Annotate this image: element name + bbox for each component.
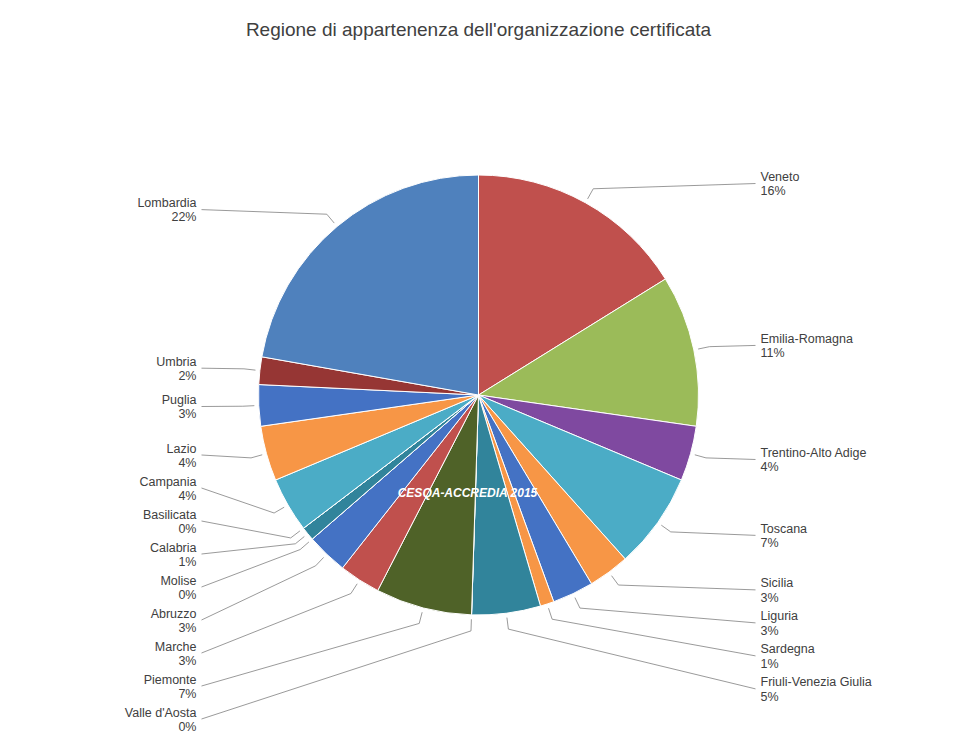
data-label: Calabria1% bbox=[150, 541, 197, 569]
label-category: Lombardia bbox=[137, 196, 196, 210]
leader-lines bbox=[202, 184, 756, 719]
label-category: Lazio bbox=[167, 442, 197, 456]
leader-line bbox=[202, 542, 309, 587]
label-category: Sicilia bbox=[761, 576, 794, 590]
label-category: Basilicata bbox=[143, 508, 197, 522]
leader-line bbox=[588, 184, 756, 199]
label-category: Campania bbox=[140, 475, 197, 489]
label-category: Emilia-Romagna bbox=[761, 332, 853, 346]
label-value: 0% bbox=[178, 588, 196, 602]
label-value: 5% bbox=[761, 690, 779, 704]
label-category: Sardegna bbox=[761, 642, 815, 656]
label-category: Toscana bbox=[761, 522, 808, 536]
label-value: 7% bbox=[761, 536, 779, 550]
label-value: 3% bbox=[178, 621, 196, 635]
annotation: CESQA-ACCREDIA 2015 bbox=[398, 486, 538, 500]
label-value: 4% bbox=[178, 456, 196, 470]
label-category: Calabria bbox=[150, 541, 197, 555]
label-category: Liguria bbox=[761, 609, 799, 623]
label-value: 0% bbox=[178, 522, 196, 536]
label-value: 11% bbox=[761, 346, 785, 360]
leader-line bbox=[549, 608, 756, 656]
leader-line bbox=[202, 584, 358, 653]
data-label: Abruzzo3% bbox=[151, 607, 197, 635]
label-value: 3% bbox=[761, 624, 779, 638]
label-category: Piemonte bbox=[144, 673, 197, 687]
label-value: 4% bbox=[178, 489, 196, 503]
data-label: Emilia-Romagna11% bbox=[761, 332, 853, 360]
label-category: Trentino-Alto Adige bbox=[761, 446, 867, 460]
data-label: Veneto16% bbox=[761, 170, 800, 198]
data-label: Friuli-Venezia Giulia5% bbox=[761, 675, 872, 703]
leader-line bbox=[202, 488, 285, 513]
data-label: Liguria3% bbox=[761, 609, 799, 637]
data-label: Campania4% bbox=[140, 475, 197, 503]
label-value: 7% bbox=[178, 687, 196, 701]
leader-line bbox=[202, 521, 300, 538]
chart-svg: Regione di appartenenza dell'organizzazi… bbox=[0, 0, 957, 741]
leader-line bbox=[661, 525, 755, 535]
leader-line bbox=[202, 405, 255, 407]
slices bbox=[259, 175, 699, 615]
leader-line bbox=[202, 557, 324, 620]
leader-line bbox=[202, 455, 263, 458]
data-label: Molise0% bbox=[160, 574, 196, 602]
label-category: Marche bbox=[155, 640, 197, 654]
leader-line bbox=[202, 536, 305, 554]
leader-line bbox=[507, 618, 756, 689]
data-labels: Veneto16% Emilia-Romagna11% Trentino-Alto … bbox=[125, 170, 872, 734]
data-label: Basilicata0% bbox=[143, 508, 197, 536]
label-value: 2% bbox=[178, 369, 196, 383]
title: Regione di appartenenza dell'organizzazi… bbox=[246, 19, 712, 40]
label-category: Valle d'Aosta bbox=[125, 706, 197, 720]
label-value: 0% bbox=[178, 720, 196, 734]
data-label: Sicilia3% bbox=[761, 576, 794, 604]
label-category: Friuli-Venezia Giulia bbox=[761, 675, 872, 689]
label-value: 4% bbox=[761, 460, 779, 474]
label-category: Veneto bbox=[761, 170, 800, 184]
label-category: Abruzzo bbox=[151, 607, 197, 621]
label-value: 1% bbox=[178, 555, 196, 569]
leader-line bbox=[575, 598, 756, 623]
data-label: Lazio4% bbox=[167, 442, 197, 470]
leader-line bbox=[202, 368, 256, 370]
label-value: 3% bbox=[761, 591, 779, 605]
slice bbox=[262, 175, 479, 395]
label-value: 22% bbox=[171, 210, 196, 224]
label-value: 3% bbox=[178, 407, 196, 421]
label-category: Umbria bbox=[156, 355, 196, 369]
slice bbox=[472, 395, 541, 615]
leader-line bbox=[695, 455, 756, 460]
data-label: Puglia3% bbox=[162, 393, 197, 421]
data-label: Toscana7% bbox=[761, 522, 808, 550]
label-category: Molise bbox=[160, 574, 196, 588]
data-label: Valle d'Aosta0% bbox=[125, 706, 197, 734]
leader-line bbox=[698, 345, 755, 349]
label-value: 16% bbox=[761, 184, 786, 198]
label-value: 1% bbox=[761, 657, 779, 671]
data-label: Sardegna1% bbox=[761, 642, 815, 670]
data-label: Marche3% bbox=[155, 640, 197, 668]
label-category: Puglia bbox=[162, 393, 197, 407]
data-label: Piemonte7% bbox=[144, 673, 197, 701]
leader-line bbox=[202, 612, 423, 686]
data-label: Trentino-Alto Adige4% bbox=[761, 446, 867, 474]
data-label: Lombardia22% bbox=[137, 196, 196, 224]
data-label: Umbria2% bbox=[156, 355, 196, 383]
chart-container: Regione di appartenenza dell'organizzazi… bbox=[0, 0, 957, 741]
leader-line bbox=[612, 576, 756, 590]
leader-line bbox=[202, 210, 335, 223]
leader-line bbox=[202, 619, 472, 719]
label-value: 3% bbox=[178, 654, 196, 668]
